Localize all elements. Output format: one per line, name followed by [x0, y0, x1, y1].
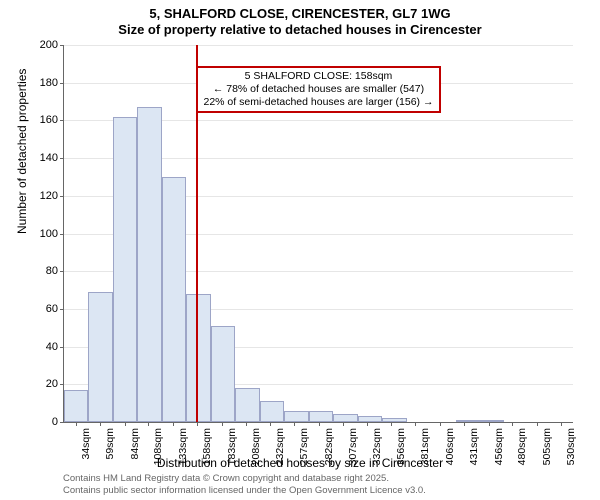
annotation-line: 22% of semi-detached houses are larger (…: [204, 96, 434, 109]
y-tick-label: 200: [40, 39, 58, 51]
x-tick-mark: [246, 422, 247, 426]
histogram-bar: [211, 326, 235, 422]
x-tick-mark: [148, 422, 149, 426]
x-tick-mark: [415, 422, 416, 426]
y-tick-mark: [60, 45, 64, 46]
y-tick-label: 80: [46, 265, 58, 277]
license-text: Contains HM Land Registry data © Crown c…: [63, 473, 426, 497]
histogram-bar: [88, 292, 112, 422]
x-tick-mark: [537, 422, 538, 426]
histogram-bar: [64, 390, 88, 422]
histogram-bar: [235, 388, 259, 422]
y-tick-mark: [60, 120, 64, 121]
y-tick-mark: [60, 422, 64, 423]
y-tick-label: 180: [40, 77, 58, 89]
y-tick-mark: [60, 384, 64, 385]
histogram-bar: [382, 418, 406, 422]
x-tick-mark: [222, 422, 223, 426]
histogram-bar: [480, 420, 504, 422]
x-tick-mark: [367, 422, 368, 426]
y-tick-label: 0: [52, 416, 58, 428]
x-tick-mark: [76, 422, 77, 426]
y-tick-label: 60: [46, 303, 58, 315]
histogram-bar: [309, 411, 333, 422]
x-tick-mark: [512, 422, 513, 426]
license-line-1: Contains HM Land Registry data © Crown c…: [63, 473, 426, 485]
x-tick-mark: [561, 422, 562, 426]
y-axis-label: Number of detached properties: [15, 69, 29, 234]
y-tick-label: 160: [40, 114, 58, 126]
license-line-2: Contains public sector information licen…: [63, 485, 426, 497]
chart-title-main: 5, SHALFORD CLOSE, CIRENCESTER, GL7 1WG: [0, 6, 600, 21]
x-tick-mark: [173, 422, 174, 426]
x-tick-label: 84sqm: [129, 428, 141, 460]
gridline: [64, 45, 573, 46]
chart-title-sub: Size of property relative to detached ho…: [0, 22, 600, 37]
x-tick-mark: [440, 422, 441, 426]
histogram-bar: [284, 411, 308, 422]
x-tick-mark: [343, 422, 344, 426]
y-tick-mark: [60, 271, 64, 272]
x-tick-mark: [125, 422, 126, 426]
x-tick-label: 59sqm: [104, 428, 116, 460]
histogram-bar: [456, 420, 480, 422]
histogram-bar: [333, 414, 357, 422]
y-tick-label: 100: [40, 228, 58, 240]
x-tick-mark: [197, 422, 198, 426]
chart-container: 5, SHALFORD CLOSE, CIRENCESTER, GL7 1WG …: [0, 0, 600, 500]
x-tick-mark: [464, 422, 465, 426]
y-tick-label: 40: [46, 341, 58, 353]
x-tick-mark: [294, 422, 295, 426]
x-tick-mark: [319, 422, 320, 426]
annotation-line: ← 78% of detached houses are smaller (54…: [204, 83, 434, 96]
x-axis-label: Distribution of detached houses by size …: [0, 456, 600, 470]
y-tick-mark: [60, 158, 64, 159]
x-tick-mark: [391, 422, 392, 426]
y-tick-mark: [60, 347, 64, 348]
histogram-bar: [162, 177, 186, 422]
y-tick-mark: [60, 309, 64, 310]
x-tick-label: 34sqm: [80, 428, 92, 460]
histogram-bar: [186, 294, 210, 422]
y-tick-label: 140: [40, 152, 58, 164]
x-tick-mark: [270, 422, 271, 426]
y-tick-mark: [60, 234, 64, 235]
x-tick-mark: [100, 422, 101, 426]
y-tick-label: 120: [40, 190, 58, 202]
y-tick-label: 20: [46, 378, 58, 390]
histogram-bar: [358, 416, 382, 422]
histogram-bar: [113, 117, 137, 422]
y-tick-mark: [60, 83, 64, 84]
annotation-box: 5 SHALFORD CLOSE: 158sqm← 78% of detache…: [196, 66, 442, 113]
histogram-bar: [137, 107, 161, 422]
x-tick-mark: [489, 422, 490, 426]
annotation-line: 5 SHALFORD CLOSE: 158sqm: [204, 70, 434, 83]
histogram-bar: [260, 401, 284, 422]
plot-area: 02040608010012014016018020034sqm59sqm84s…: [63, 45, 573, 423]
y-tick-mark: [60, 196, 64, 197]
